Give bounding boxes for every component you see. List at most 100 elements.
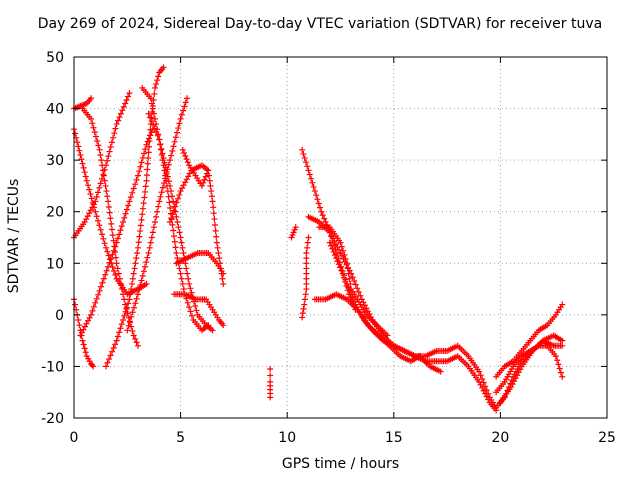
data-point bbox=[153, 81, 160, 88]
data-point bbox=[178, 239, 185, 246]
data-point bbox=[167, 204, 174, 211]
data-point bbox=[186, 304, 193, 311]
data-point bbox=[557, 369, 564, 376]
series-arc-16 bbox=[288, 224, 299, 241]
data-point bbox=[299, 314, 306, 321]
data-point bbox=[168, 188, 175, 195]
data-point bbox=[187, 308, 194, 315]
data-point bbox=[163, 169, 170, 176]
plot-frame bbox=[73, 56, 608, 419]
data-point bbox=[177, 270, 184, 277]
data-point bbox=[103, 267, 110, 274]
data-point bbox=[105, 198, 112, 205]
data-point bbox=[148, 100, 155, 107]
data-point bbox=[81, 345, 88, 352]
data-point bbox=[177, 115, 184, 122]
series-arc-22 bbox=[326, 239, 359, 313]
data-point bbox=[300, 305, 307, 312]
series-arc-18 bbox=[299, 146, 566, 411]
data-point bbox=[559, 301, 566, 308]
data-point bbox=[78, 156, 85, 163]
data-point bbox=[146, 244, 153, 251]
data-point bbox=[175, 224, 182, 231]
data-point bbox=[150, 121, 157, 128]
data-point bbox=[113, 337, 120, 344]
data-point bbox=[112, 254, 119, 261]
data-point bbox=[183, 156, 190, 163]
data-point bbox=[123, 304, 130, 311]
data-point bbox=[171, 233, 178, 240]
data-point bbox=[146, 132, 153, 139]
data-point bbox=[130, 332, 137, 339]
data-point bbox=[170, 143, 177, 150]
data-point bbox=[107, 143, 114, 150]
data-point bbox=[206, 177, 213, 184]
data-point bbox=[106, 356, 113, 363]
data-point bbox=[343, 282, 350, 289]
data-marks bbox=[71, 64, 566, 414]
data-point bbox=[188, 312, 195, 319]
data-point bbox=[302, 291, 309, 298]
data-point bbox=[145, 149, 152, 156]
data-point bbox=[145, 110, 152, 117]
series-arc-10 bbox=[145, 110, 216, 334]
data-point bbox=[92, 208, 99, 215]
data-point bbox=[175, 125, 182, 132]
data-point bbox=[178, 111, 185, 118]
data-point bbox=[209, 327, 216, 334]
data-point bbox=[133, 176, 140, 183]
data-point bbox=[92, 133, 99, 140]
data-point bbox=[147, 95, 154, 102]
data-point bbox=[110, 134, 117, 141]
data-point bbox=[72, 130, 79, 137]
data-point bbox=[112, 271, 119, 278]
data-point bbox=[174, 255, 181, 262]
data-point bbox=[88, 115, 95, 122]
data-point bbox=[148, 234, 155, 241]
data-point bbox=[119, 107, 126, 114]
data-point bbox=[145, 155, 152, 162]
data-point bbox=[138, 216, 145, 223]
data-point bbox=[220, 270, 227, 277]
data-point bbox=[160, 155, 167, 162]
data-point bbox=[212, 221, 219, 228]
data-point bbox=[134, 244, 141, 251]
data-point bbox=[313, 192, 320, 199]
data-point bbox=[121, 296, 128, 303]
data-point bbox=[301, 155, 308, 162]
data-point bbox=[75, 317, 82, 324]
data-point bbox=[210, 210, 217, 217]
data-point bbox=[88, 95, 95, 102]
data-point bbox=[81, 169, 88, 176]
data-point bbox=[170, 227, 177, 234]
data-point bbox=[306, 171, 313, 178]
data-point bbox=[219, 275, 226, 282]
data-point bbox=[88, 311, 95, 318]
data-point bbox=[126, 90, 133, 97]
data-point bbox=[200, 179, 207, 186]
data-point bbox=[214, 244, 221, 251]
data-point bbox=[142, 146, 149, 153]
data-point bbox=[118, 321, 125, 328]
data-point bbox=[166, 199, 173, 206]
data-point bbox=[162, 164, 169, 171]
series-arc-8 bbox=[124, 95, 190, 334]
data-point bbox=[322, 219, 329, 226]
data-point bbox=[147, 114, 154, 121]
data-point bbox=[174, 195, 181, 202]
data-point bbox=[116, 114, 123, 121]
data-point bbox=[99, 167, 106, 174]
data-point bbox=[125, 300, 132, 307]
data-point bbox=[354, 285, 361, 292]
data-point bbox=[126, 318, 133, 325]
data-point bbox=[141, 150, 148, 157]
data-point bbox=[169, 211, 176, 218]
data-point bbox=[108, 226, 115, 233]
data-point bbox=[180, 107, 187, 114]
data-point bbox=[136, 233, 143, 240]
data-point bbox=[172, 134, 179, 141]
data-point bbox=[112, 125, 119, 132]
data-point bbox=[329, 245, 336, 252]
data-point bbox=[559, 342, 566, 349]
